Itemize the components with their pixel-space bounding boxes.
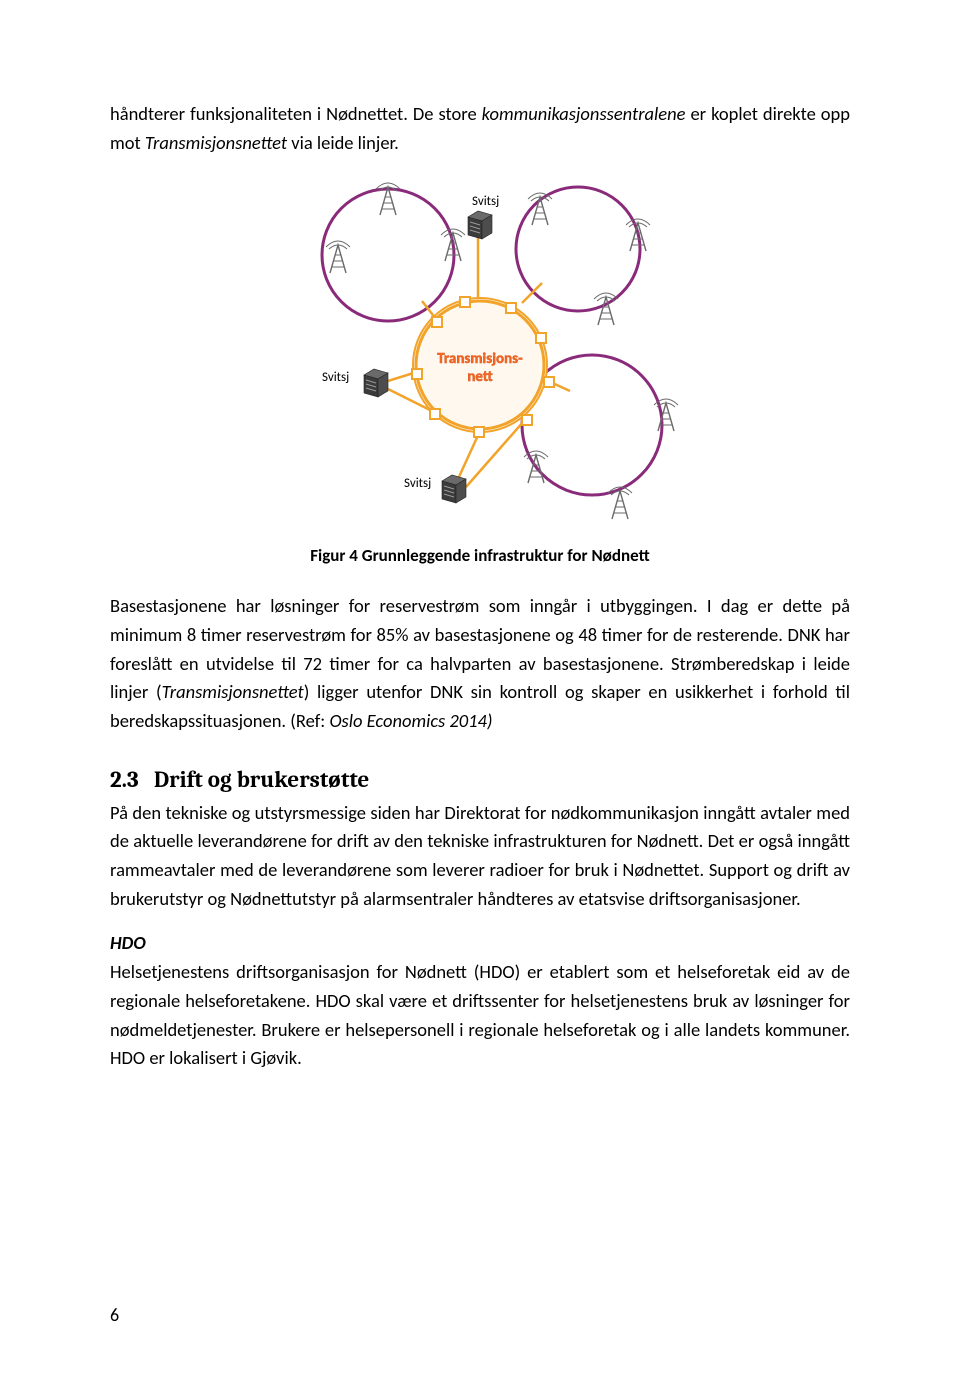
page: håndterer funksjonaliteten i Nødnettet. … — [0, 0, 960, 1378]
intro-text-1: håndterer funksjonaliteten i Nødnettet. … — [110, 102, 482, 125]
figure-caption: Figur 4 Grunnleggende infrastruktur for … — [110, 545, 850, 566]
body-italic-1: Transmisjonsnettet — [162, 680, 304, 703]
network-diagram: Transmisjons-nett Svitsj Svitsj Svitsj — [260, 175, 700, 535]
intro-italic-1: kommunikasjonssentralene — [482, 102, 686, 125]
svg-text:Svitsj: Svitsj — [322, 370, 349, 385]
svg-text:nett: nett — [467, 368, 492, 386]
section-number: 2.3 — [110, 766, 139, 793]
section-title: Drift og brukerstøtte — [154, 766, 369, 793]
section-heading: 2.3 Drift og brukerstøtte — [110, 766, 850, 793]
svg-text:Svitsj: Svitsj — [472, 194, 499, 209]
intro-text-after: via leide linjer. — [287, 131, 399, 154]
page-number: 6 — [110, 1304, 119, 1326]
hdo-subheading: HDO — [110, 931, 850, 954]
body-paragraph: Basestasjonene har løsninger for reserve… — [110, 592, 850, 735]
section-paragraph: På den tekniske og utstyrsmessige siden … — [110, 799, 850, 914]
hdo-paragraph: Helsetjenestens driftsorganisasjon for N… — [110, 958, 850, 1073]
body-ref-italic: Oslo Economics 2014) — [329, 709, 492, 732]
figure-container: Transmisjons-nett Svitsj Svitsj Svitsj — [110, 175, 850, 535]
intro-paragraph: håndterer funksjonaliteten i Nødnettet. … — [110, 100, 850, 157]
svg-text:Svitsj: Svitsj — [404, 476, 431, 491]
svg-text:Transmisjons-: Transmisjons- — [437, 350, 523, 368]
intro-italic-2: Transmisjonsnettet — [145, 131, 287, 154]
